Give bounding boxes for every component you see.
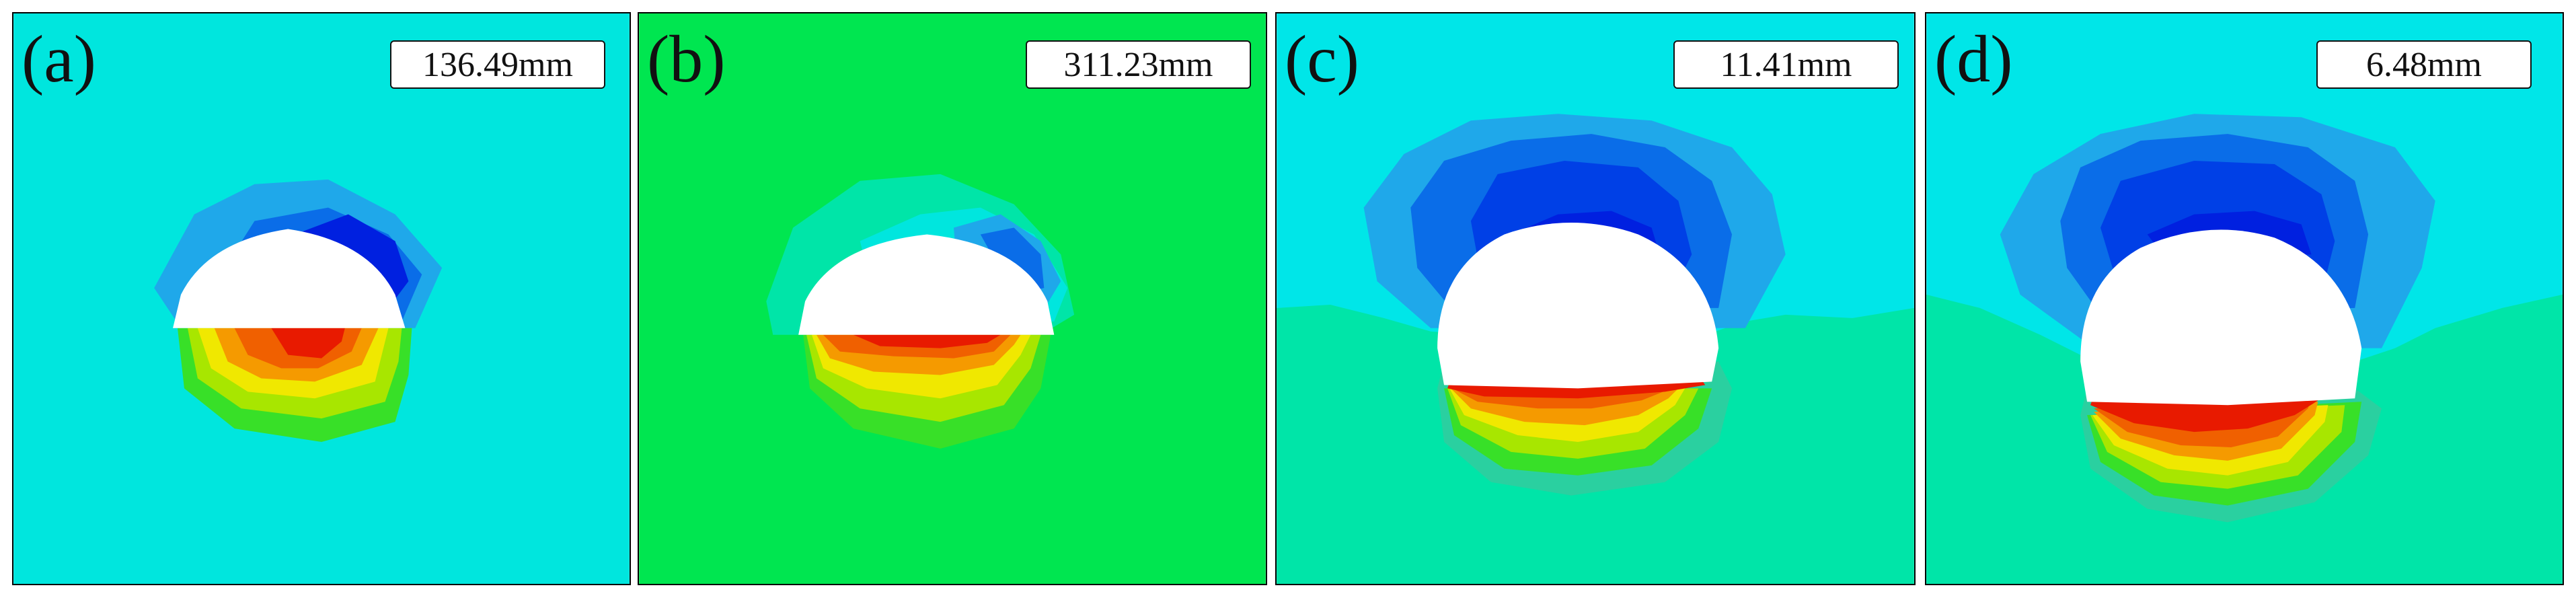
contour-plot-d xyxy=(1926,13,2563,584)
contour-plot-a xyxy=(13,13,630,584)
panel-label: (a) xyxy=(22,22,96,96)
displacement-value-box: 311.23mm xyxy=(1026,40,1251,89)
panel-c: (c) 11.41mm xyxy=(1275,12,1916,585)
contour-plot-c xyxy=(1277,13,1914,584)
contour-plot-b xyxy=(639,13,1266,584)
displacement-value-box: 6.48mm xyxy=(2316,40,2532,89)
panel-label: (c) xyxy=(1285,22,1359,96)
panel-label: (d) xyxy=(1934,22,2013,96)
panel-b: (b) 311.23mm xyxy=(638,12,1267,585)
displacement-value-box: 11.41mm xyxy=(1673,40,1899,89)
displacement-value-box: 136.49mm xyxy=(390,40,605,89)
panel-d: (d) 6.48mm xyxy=(1925,12,2564,585)
panel-a: (a) 136.49mm xyxy=(12,12,631,585)
panel-label: (b) xyxy=(647,22,726,96)
